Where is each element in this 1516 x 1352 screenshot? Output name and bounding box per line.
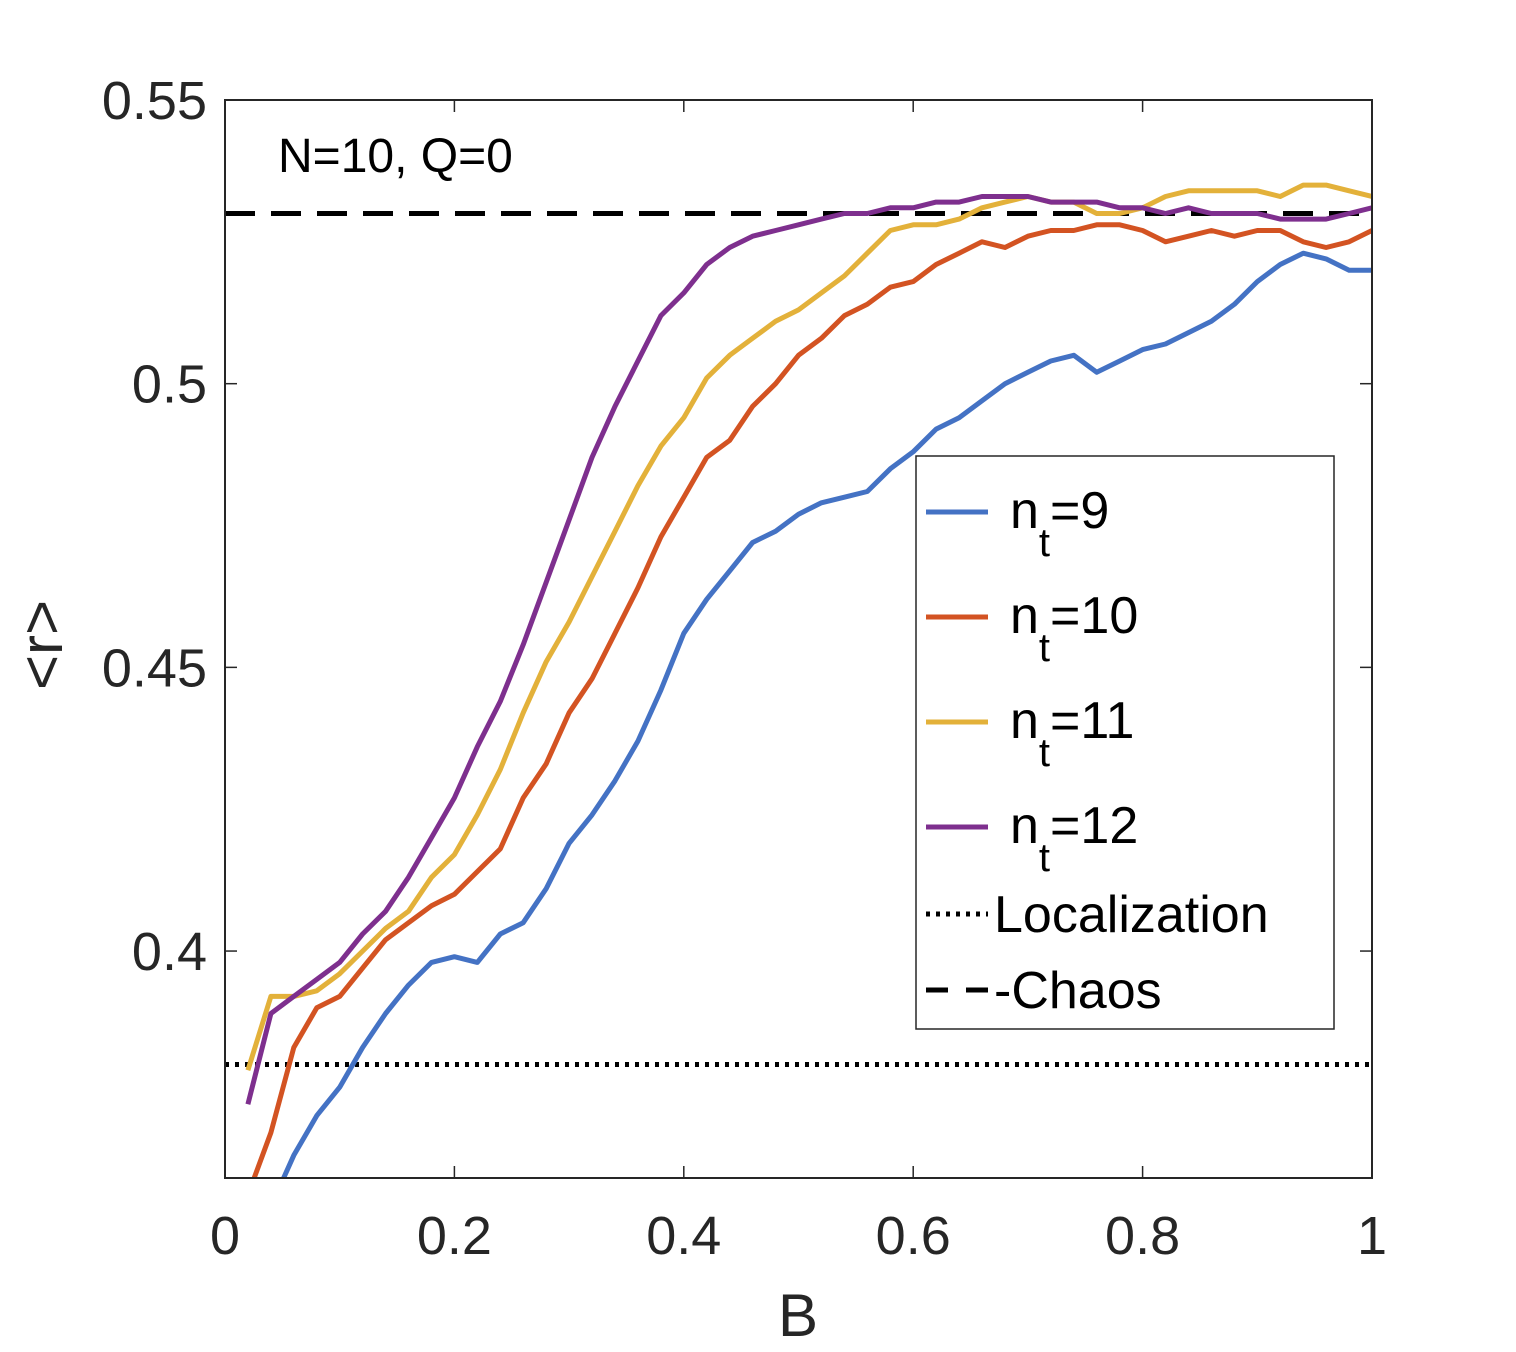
- legend-box: [915, 455, 1335, 1030]
- series-line-nt11: [245, 182, 1372, 1071]
- legend: nt=9 nt=10 nt=11 nt=12 Localization -Chaos: [915, 455, 1335, 1030]
- y-tick-label: 0.4: [132, 922, 207, 982]
- series-line-nt9: [280, 250, 1372, 1178]
- x-tick-label: 0.8: [1105, 1206, 1180, 1266]
- legend-label: nt=12: [1010, 797, 1138, 880]
- legend-label: Localization: [994, 886, 1269, 944]
- legend-label: -Chaos: [994, 962, 1162, 1020]
- reference-lines: [225, 210, 1372, 1068]
- legend-label: nt=10: [1010, 587, 1138, 670]
- series-line-nt10: [251, 222, 1372, 1178]
- series-line-nt12: [245, 194, 1372, 1105]
- x-tick-label: 0.6: [876, 1206, 951, 1266]
- y-tick-label: 0.5: [132, 355, 207, 415]
- data-series: [245, 182, 1372, 1178]
- plot-frame: [224, 99, 1373, 1179]
- legend-label: nt=11: [1010, 692, 1134, 775]
- x-tick-label: 0.4: [646, 1206, 721, 1266]
- y-tick-label: 0.55: [102, 71, 207, 131]
- legend-label: nt=9: [1010, 482, 1109, 565]
- x-tick-label: 1: [1357, 1206, 1387, 1266]
- y-axis-label: <r>: [8, 600, 75, 690]
- y-tick-label: 0.45: [102, 638, 207, 698]
- x-tick-label: 0: [210, 1206, 240, 1266]
- tick-labels: 0 0.2 0.4 0.6 0.8 1 0.4 0.45 0.5 0.55: [102, 71, 1387, 1266]
- chart-annotation: N=10, Q=0: [278, 130, 513, 183]
- x-tick-label: 0.2: [417, 1206, 492, 1266]
- x-axis-label: B: [778, 1282, 818, 1349]
